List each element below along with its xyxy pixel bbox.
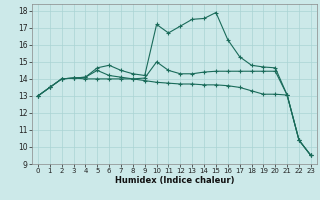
X-axis label: Humidex (Indice chaleur): Humidex (Indice chaleur)	[115, 176, 234, 185]
